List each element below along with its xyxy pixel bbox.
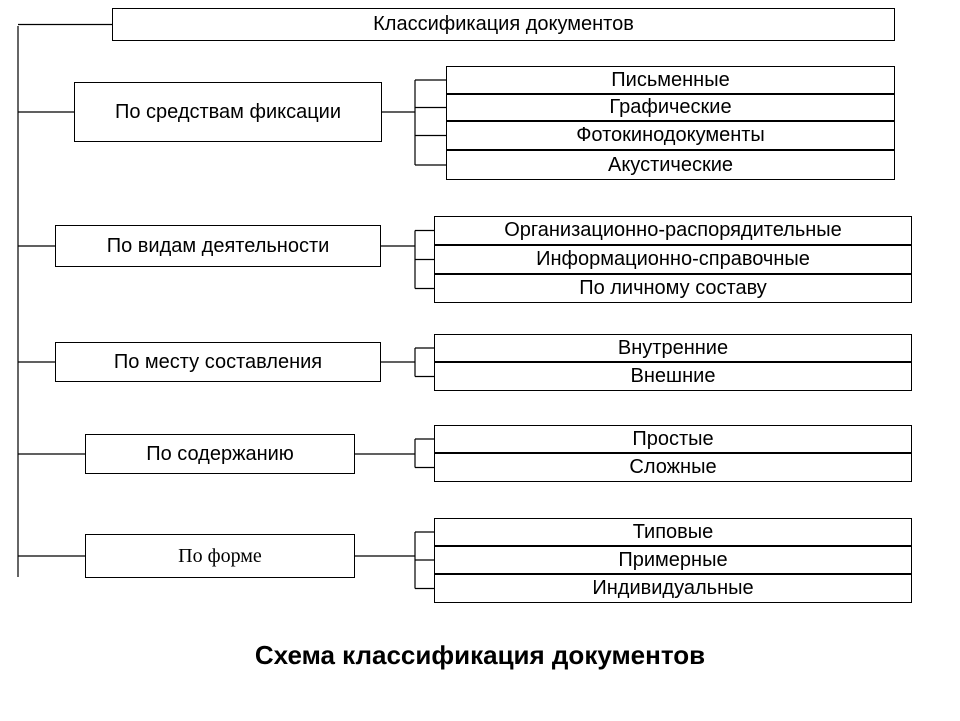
- leaf-box-3-1: Сложные: [434, 453, 912, 482]
- leaf-box-1-1: Информационно-справочные: [434, 245, 912, 274]
- category-box-1: По видам деятельности: [55, 225, 381, 267]
- category-box-0: По средствам фиксации: [74, 82, 382, 142]
- leaf-box-0-0: Письменные: [446, 66, 895, 94]
- leaf-box-0-1: Графические: [446, 94, 895, 121]
- leaf-box-1-0: Организационно-распорядительные: [434, 216, 912, 245]
- leaf-box-4-2: Индивидуальные: [434, 574, 912, 603]
- leaf-box-2-0: Внутренние: [434, 334, 912, 362]
- root-box: Классификация документов: [112, 8, 895, 41]
- leaf-box-1-2: По личному составу: [434, 274, 912, 303]
- leaf-box-2-1: Внешние: [434, 362, 912, 391]
- diagram-caption: Схема классификация документов: [0, 640, 960, 671]
- leaf-box-4-0: Типовые: [434, 518, 912, 546]
- category-box-2: По месту составления: [55, 342, 381, 382]
- leaf-box-3-0: Простые: [434, 425, 912, 453]
- category-box-3: По содержанию: [85, 434, 355, 474]
- leaf-box-0-3: Акустические: [446, 150, 895, 180]
- leaf-box-4-1: Примерные: [434, 546, 912, 574]
- leaf-box-0-2: Фотокинодокументы: [446, 121, 895, 150]
- category-box-4: По форме: [85, 534, 355, 578]
